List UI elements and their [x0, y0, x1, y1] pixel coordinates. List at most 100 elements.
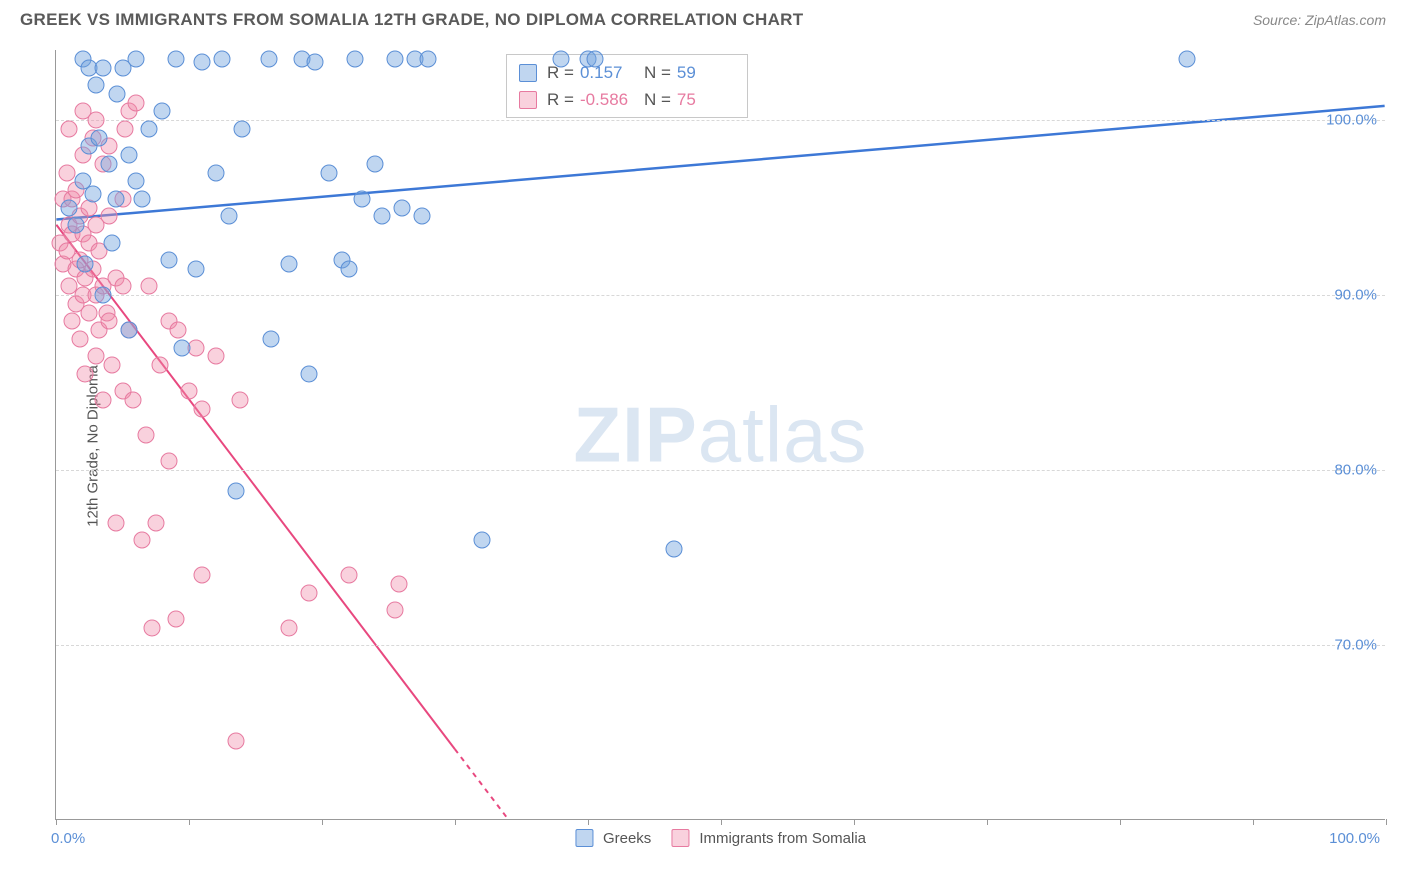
- data-point-greeks: [420, 50, 437, 67]
- y-tick-label: 70.0%: [1334, 637, 1377, 654]
- data-point-greeks: [67, 217, 84, 234]
- data-point-greeks: [413, 208, 430, 225]
- x-tick: [56, 819, 57, 825]
- data-point-greeks: [187, 260, 204, 277]
- data-point-somalia: [87, 112, 104, 129]
- data-point-greeks: [1178, 50, 1195, 67]
- data-point-somalia: [138, 427, 155, 444]
- data-point-somalia: [101, 313, 118, 330]
- data-point-greeks: [340, 260, 357, 277]
- data-point-greeks: [141, 120, 158, 137]
- data-point-somalia: [63, 313, 80, 330]
- n-label: N =: [644, 86, 671, 113]
- scatter-plot: ZIPatlas R = 0.157 N = 59 R = -0.586 N =…: [55, 50, 1385, 820]
- gridline: [56, 120, 1385, 121]
- data-point-greeks: [121, 147, 138, 164]
- data-point-greeks: [373, 208, 390, 225]
- data-point-somalia: [87, 348, 104, 365]
- x-tick: [455, 819, 456, 825]
- x-tick: [854, 819, 855, 825]
- watermark: ZIPatlas: [573, 389, 867, 480]
- data-point-somalia: [143, 619, 160, 636]
- data-point-somalia: [101, 208, 118, 225]
- n-value-blue: 59: [677, 59, 735, 86]
- data-point-somalia: [147, 514, 164, 531]
- data-point-greeks: [260, 50, 277, 67]
- data-point-greeks: [94, 59, 111, 76]
- x-tick: [721, 819, 722, 825]
- data-point-greeks: [300, 365, 317, 382]
- data-point-somalia: [227, 733, 244, 750]
- x-tick: [1386, 819, 1387, 825]
- data-point-greeks: [393, 199, 410, 216]
- y-tick-label: 90.0%: [1334, 287, 1377, 304]
- data-point-somalia: [125, 392, 142, 409]
- chart-title: GREEK VS IMMIGRANTS FROM SOMALIA 12TH GR…: [20, 10, 803, 30]
- data-point-greeks: [320, 164, 337, 181]
- data-point-somalia: [280, 619, 297, 636]
- data-point-greeks: [127, 173, 144, 190]
- data-point-greeks: [87, 77, 104, 94]
- data-point-greeks: [161, 252, 178, 269]
- r-label: R =: [547, 86, 574, 113]
- legend: Greeks Immigrants from Somalia: [575, 829, 866, 847]
- data-point-somalia: [103, 357, 120, 374]
- data-point-greeks: [167, 50, 184, 67]
- data-point-greeks: [121, 322, 138, 339]
- x-axis-max-label: 100.0%: [1329, 830, 1380, 847]
- swatch-blue-icon: [575, 829, 593, 847]
- data-point-greeks: [154, 103, 171, 120]
- data-point-somalia: [107, 514, 124, 531]
- data-point-greeks: [666, 540, 683, 557]
- data-point-somalia: [300, 584, 317, 601]
- data-point-greeks: [347, 50, 364, 67]
- data-point-greeks: [109, 85, 126, 102]
- data-point-somalia: [194, 567, 211, 584]
- x-tick: [987, 819, 988, 825]
- data-point-somalia: [167, 610, 184, 627]
- data-point-greeks: [61, 199, 78, 216]
- data-point-greeks: [387, 50, 404, 67]
- data-point-somalia: [58, 164, 75, 181]
- data-point-somalia: [61, 120, 78, 137]
- data-point-somalia: [141, 278, 158, 295]
- n-value-pink: 75: [677, 86, 735, 113]
- x-tick: [322, 819, 323, 825]
- trend-lines: [56, 50, 1385, 819]
- swatch-blue-icon: [519, 64, 537, 82]
- data-point-greeks: [367, 155, 384, 172]
- legend-item-greeks: Greeks: [575, 829, 651, 847]
- gridline: [56, 295, 1385, 296]
- data-point-somalia: [114, 278, 131, 295]
- data-point-somalia: [117, 120, 134, 137]
- data-point-somalia: [127, 94, 144, 111]
- data-point-greeks: [553, 50, 570, 67]
- x-tick: [189, 819, 190, 825]
- data-point-greeks: [103, 234, 120, 251]
- gridline: [56, 470, 1385, 471]
- data-point-greeks: [94, 287, 111, 304]
- data-point-greeks: [174, 339, 191, 356]
- n-label: N =: [644, 59, 671, 86]
- data-point-greeks: [101, 155, 118, 172]
- data-point-somalia: [170, 322, 187, 339]
- r-value-pink: -0.586: [580, 86, 638, 113]
- y-tick-label: 80.0%: [1334, 462, 1377, 479]
- gridline: [56, 645, 1385, 646]
- data-point-greeks: [127, 50, 144, 67]
- data-point-somalia: [81, 304, 98, 321]
- data-point-somalia: [94, 392, 111, 409]
- data-point-greeks: [85, 185, 102, 202]
- data-point-somalia: [387, 602, 404, 619]
- data-point-greeks: [77, 255, 94, 272]
- legend-label: Immigrants from Somalia: [699, 830, 866, 847]
- x-tick: [1253, 819, 1254, 825]
- data-point-greeks: [353, 190, 370, 207]
- x-axis-min-label: 0.0%: [51, 830, 85, 847]
- data-point-somalia: [134, 532, 151, 549]
- data-point-greeks: [586, 50, 603, 67]
- data-point-greeks: [263, 330, 280, 347]
- data-point-greeks: [90, 129, 107, 146]
- data-point-greeks: [194, 54, 211, 71]
- data-point-greeks: [227, 483, 244, 500]
